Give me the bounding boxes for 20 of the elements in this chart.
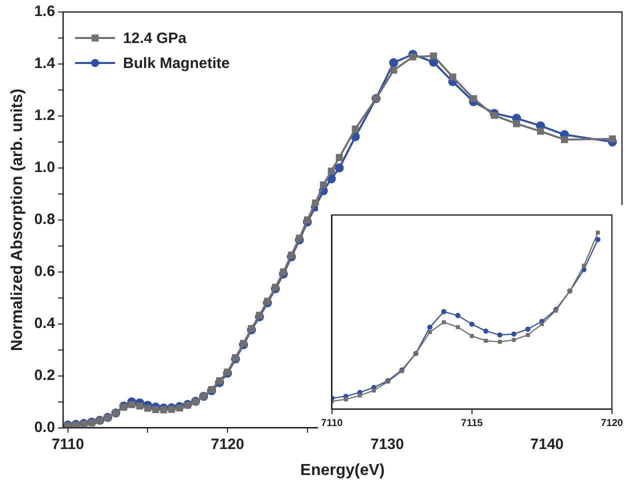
x-tick-label: 7120 [210, 436, 244, 453]
y-tick-label: 1.0 [34, 159, 56, 176]
y-tick-label: 0.4 [34, 314, 56, 332]
x-axis-title: Energy(eV) [300, 462, 385, 479]
x-tick-label: 7130 [370, 436, 404, 453]
text: 0.0 [34, 418, 56, 436]
legend-label: Bulk Magnetite [123, 55, 230, 72]
y-tick-label: 0.6 [34, 263, 56, 280]
x-tick-label: 7110 [320, 418, 344, 429]
x-tick-label: 7140 [530, 436, 564, 453]
y-tick-label: 1.4 [34, 55, 56, 72]
y-tick-label: 0.8 [34, 211, 56, 228]
y-tick-label: 1.2 [34, 107, 56, 124]
y-tick-label: 1.6 [34, 3, 56, 20]
y-tick-label: 0.2 [34, 366, 56, 384]
x-tick-label: 7110 [52, 436, 84, 453]
y-axis-title: Normalized Absorption (arb. units) [9, 88, 26, 352]
x-tick-label: 7120 [600, 418, 624, 429]
legend-label: 12.4 GPa [123, 30, 188, 48]
x-tick-label: 7115 [461, 418, 484, 429]
